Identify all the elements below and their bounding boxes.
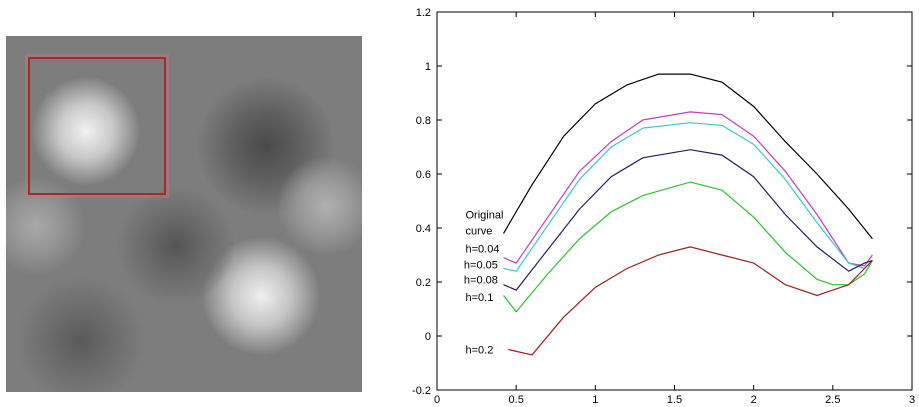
curve-label: h=0.08 <box>464 274 498 286</box>
series-line-4 <box>503 181 873 313</box>
curve-label: Original <box>466 210 504 222</box>
y-tick-label: 0.8 <box>416 115 431 127</box>
dark-blob-center <box>116 186 236 306</box>
curve-label: h=0.1 <box>466 292 494 304</box>
bright-blob-top-left <box>31 76 141 186</box>
curve-label: h=0.2 <box>466 345 494 357</box>
y-tick-label: 1.2 <box>416 7 431 19</box>
x-tick-label: 2 <box>751 394 757 406</box>
x-tick-label: 0 <box>434 394 440 406</box>
curve-label: h=0.04 <box>466 243 500 255</box>
dark-blob-bottom-left <box>16 276 146 392</box>
curve-label: curve <box>466 226 493 238</box>
light-blob-left <box>6 176 86 276</box>
series-line-1 <box>503 111 873 267</box>
y-tick-label: 1 <box>425 61 431 73</box>
series-line-5 <box>508 246 873 356</box>
series-line-2 <box>503 122 873 272</box>
y-tick-label: 0 <box>425 331 431 343</box>
x-tick-label: 3 <box>909 394 915 406</box>
x-tick-label: 0.5 <box>509 394 524 406</box>
y-tick-label: 0.6 <box>416 169 431 181</box>
roi-rectangle <box>28 57 166 195</box>
blurred-texture-image <box>6 36 362 392</box>
light-blob-right <box>276 156 362 256</box>
y-tick-label: 0.4 <box>416 223 431 235</box>
x-tick-label: 1.5 <box>667 394 682 406</box>
y-tick-label: -0.2 <box>412 385 431 397</box>
y-tick-label: 0.2 <box>416 277 431 289</box>
series-line-0 <box>502 73 873 240</box>
curve-label: h=0.05 <box>464 259 498 271</box>
series-line-3 <box>503 149 873 291</box>
x-tick-label: 1 <box>592 394 598 406</box>
x-tick-label: 2.5 <box>825 394 840 406</box>
